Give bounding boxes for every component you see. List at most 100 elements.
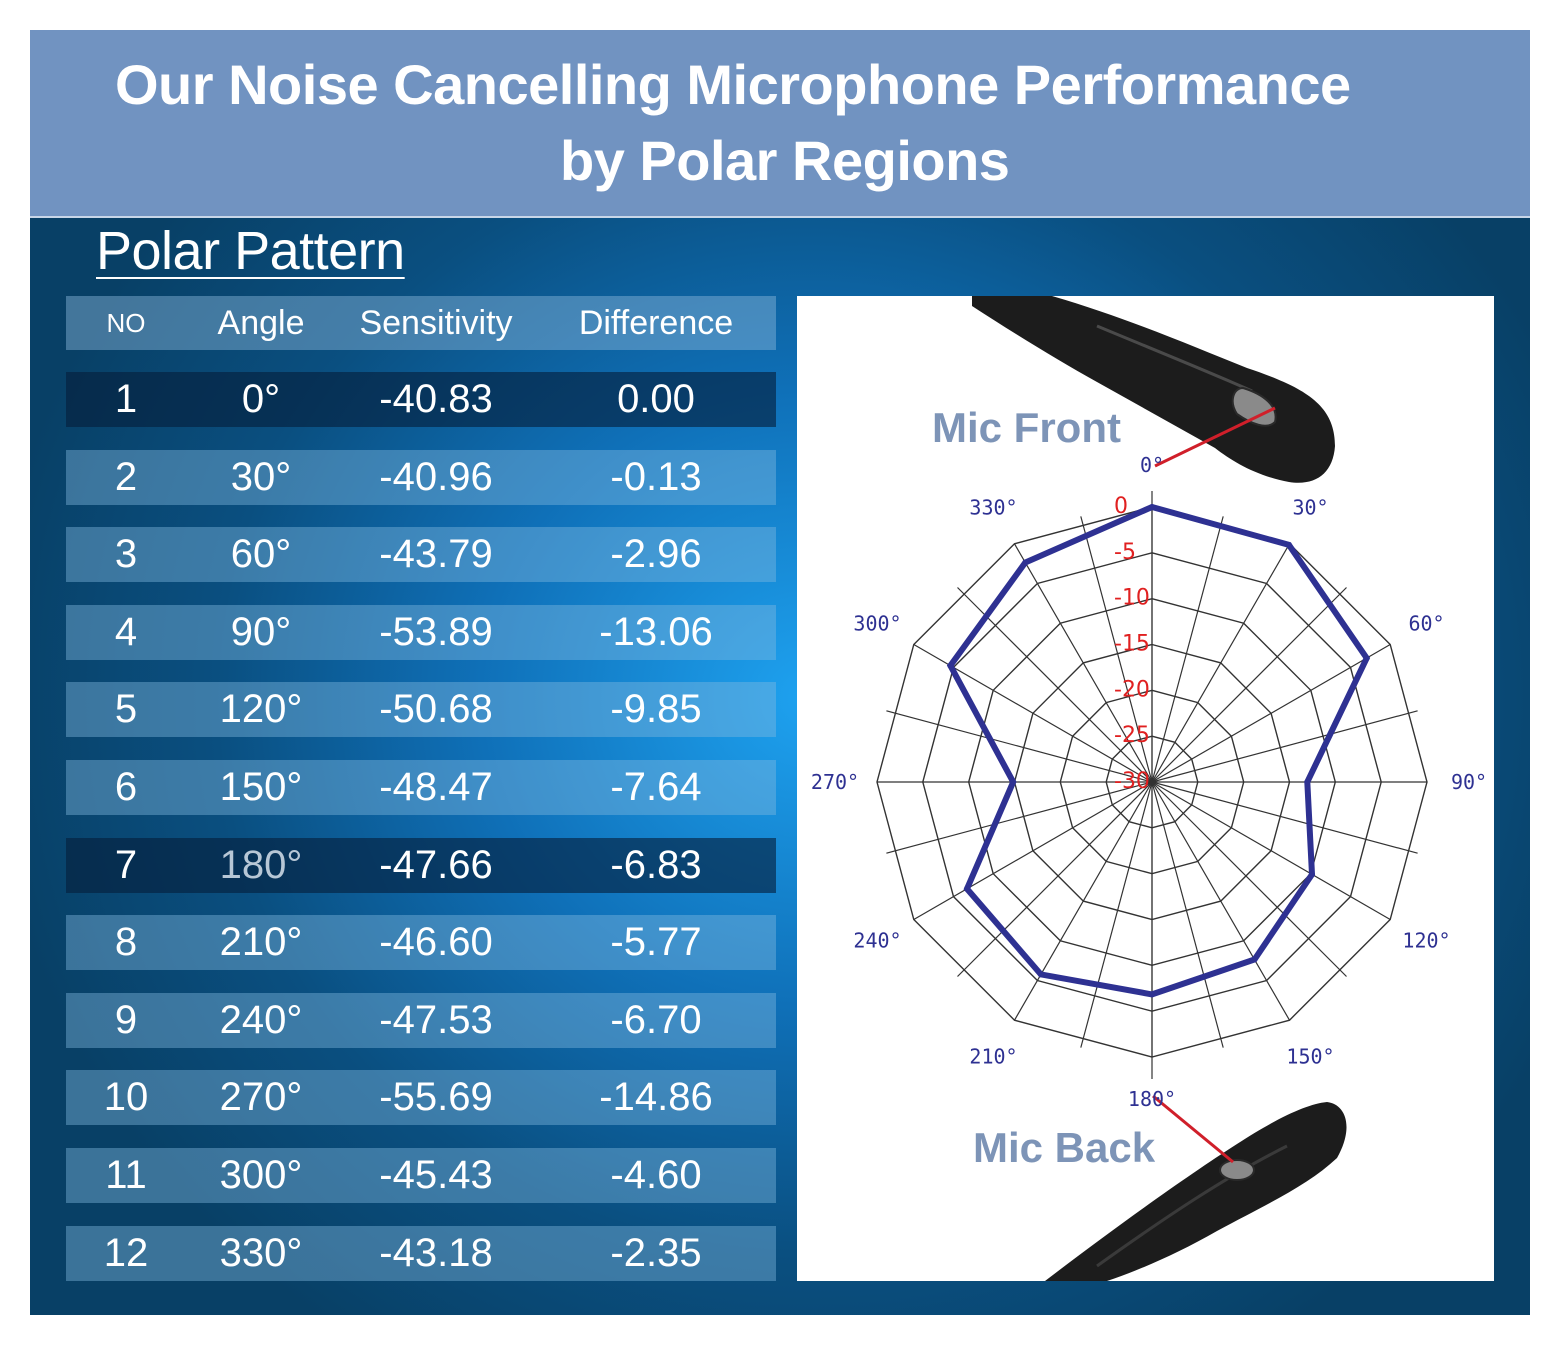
mic-back-image [1045, 1102, 1347, 1281]
grid-spoke [957, 587, 1153, 783]
polar-point [1149, 991, 1155, 998]
grid-spoke [1151, 781, 1291, 1021]
grid-spoke [1151, 543, 1291, 783]
row-angle: 0° [241, 377, 281, 421]
polar-point [964, 885, 970, 892]
row-difference: -2.96 [610, 532, 702, 576]
row-sensitivity: -47.53 [379, 998, 493, 1042]
row-difference: -5.77 [610, 920, 702, 964]
angle-tick-label: 60° [1408, 612, 1444, 636]
row-angle: 270° [219, 1075, 303, 1119]
row-difference: 0.00 [617, 377, 695, 421]
row-angle: 30° [230, 455, 292, 499]
row-difference: -7.64 [610, 765, 702, 809]
radial-tick-label: 0 [1114, 494, 1128, 519]
row-angle: 330° [219, 1231, 303, 1275]
table-row: 3 60° -43.79 -2.96 [66, 527, 776, 582]
row-sensitivity: -46.60 [379, 920, 493, 964]
row-sensitivity: -50.68 [379, 687, 493, 731]
row-angle: 120° [219, 687, 303, 731]
row-difference: -13.06 [599, 610, 713, 654]
table-row: 5 120° -50.68 -9.85 [66, 682, 776, 737]
row-difference: -6.70 [610, 998, 702, 1042]
polar-point [1149, 504, 1155, 510]
angle-tick-label: 180° [1128, 1087, 1176, 1111]
mic-front-image [972, 296, 1335, 483]
grid-spoke [1151, 781, 1418, 854]
angle-tick-label: 330° [969, 496, 1017, 520]
polar-point [1037, 971, 1044, 978]
table-row: 12 330° -43.18 -2.35 [66, 1226, 776, 1281]
grid-spoke [1013, 543, 1153, 783]
poster-frame: Our Noise Cancelling Microphone Performa… [30, 30, 1530, 1315]
row-angle: 300° [219, 1153, 303, 1197]
table-row: 9 240° -47.53 -6.70 [66, 993, 776, 1048]
radial-tick-label: -5 [1114, 540, 1136, 565]
row-no: 11 [105, 1153, 147, 1197]
polar-point [1022, 559, 1029, 566]
polar-point [1285, 541, 1292, 548]
column-header-sensitivity: Sensitivity [359, 304, 513, 342]
grid-spoke [1151, 516, 1224, 783]
row-sensitivity: -48.47 [379, 765, 493, 809]
row-difference: -0.13 [610, 455, 702, 499]
radial-tick-label: -15 [1114, 632, 1150, 657]
radial-tick-labels: 0 -5 -10 -15 -20 -25 -30 [1114, 494, 1150, 794]
grid-spoke [1151, 587, 1347, 783]
polar-point [1363, 655, 1370, 662]
row-sensitivity: -43.79 [379, 532, 493, 576]
section-title: Polar Pattern [96, 221, 405, 281]
polar-chart: 0 -5 -10 -15 -20 -25 -30 0° 30° 60° 90° 120° 150° 18… [811, 296, 1487, 1281]
polar-point [1010, 779, 1017, 785]
row-sensitivity: -55.69 [379, 1075, 493, 1119]
angle-tick-label: 210° [969, 1045, 1017, 1069]
grid-spoke [957, 781, 1153, 977]
grid-spoke [913, 781, 1153, 921]
polar-grid [876, 491, 1428, 1079]
mic-front-label: Mic Front [932, 404, 1121, 451]
angle-tick-label: 90° [1451, 770, 1487, 794]
grid-spoke [886, 710, 1153, 783]
row-no: 10 [103, 1075, 149, 1119]
row-sensitivity: -47.66 [379, 843, 493, 887]
mic-back-label: Mic Back [973, 1124, 1156, 1171]
row-difference: -2.35 [610, 1231, 702, 1275]
radial-tick-label: -25 [1114, 723, 1150, 748]
angle-tick-label: 0° [1140, 453, 1164, 477]
table-row: 4 90° -53.89 -13.06 [66, 605, 776, 660]
row-no: 3 [114, 532, 138, 576]
grid-spoke [1151, 710, 1418, 783]
row-no: 12 [103, 1231, 149, 1275]
row-no: 4 [114, 610, 138, 654]
polar-chart-panel: 0 -5 -10 -15 -20 -25 -30 0° 30° 60° 90° 120° 150° 18… [797, 296, 1494, 1281]
row-difference: -6.83 [610, 843, 702, 887]
row-sensitivity: -45.43 [379, 1153, 493, 1197]
table-row: 11 300° -45.43 -4.60 [66, 1148, 776, 1203]
angle-tick-label: 240° [853, 929, 901, 953]
row-sensitivity: -53.89 [379, 610, 493, 654]
polar-point [1251, 956, 1258, 963]
row-sensitivity: -43.18 [379, 1231, 493, 1275]
row-no: 6 [114, 765, 138, 809]
row-angle: 180° [219, 843, 303, 887]
row-angle: 60° [230, 532, 292, 576]
grid-spoke [1151, 781, 1391, 921]
row-no: 8 [114, 920, 138, 964]
angle-tick-label: 120° [1402, 929, 1450, 953]
mic-back-pointer [1152, 1094, 1234, 1164]
polar-point [947, 662, 954, 669]
title-banner: Our Noise Cancelling Microphone Performa… [30, 30, 1530, 218]
grid-spoke [1080, 781, 1153, 1048]
polar-point [1309, 871, 1315, 878]
row-angle: 150° [219, 765, 303, 809]
table-row: 1 0° -40.83 0.00 [66, 372, 776, 427]
grid-spoke [1080, 516, 1153, 783]
table-row: 8 210° -46.60 -5.77 [66, 915, 776, 970]
grid-spoke [1151, 781, 1224, 1048]
table-header: NO Angle Sensitivity Difference [66, 296, 776, 350]
mic-front-pointer [1154, 406, 1276, 468]
table-row: 2 30° -40.96 -0.13 [66, 450, 776, 505]
row-difference: -14.86 [599, 1075, 713, 1119]
row-angle: 210° [219, 920, 303, 964]
angle-tick-label: 300° [853, 612, 901, 636]
